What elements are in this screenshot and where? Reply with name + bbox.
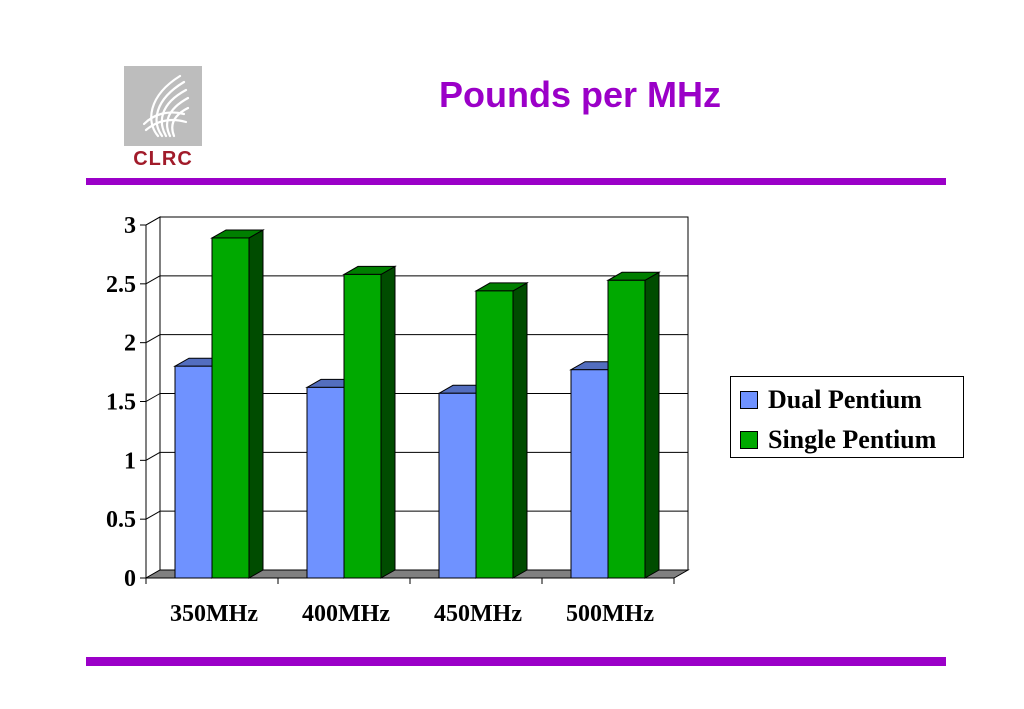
gridline-side <box>145 451 161 461</box>
logo-emblem <box>124 66 202 146</box>
y-tick-label: 2 <box>124 331 136 357</box>
bar-side <box>644 271 660 579</box>
legend-swatch-dual <box>740 391 758 409</box>
bar-single-500MHz <box>607 279 646 579</box>
y-axis: 0 0.5 1 1.5 2 2.5 3 <box>106 213 147 592</box>
gridline-side <box>145 393 161 402</box>
y-tick-label: 0 <box>124 566 136 592</box>
bars <box>173 229 661 579</box>
legend: Dual Pentium Single Pentium <box>730 376 964 458</box>
swirl-icon <box>142 74 190 138</box>
x-axis: 350MHz 400MHz 450MHz 500MHz <box>145 578 675 627</box>
legend-swatch-single <box>740 431 758 449</box>
x-tick-label: 400MHz <box>302 601 390 627</box>
y-tick-label: 1 <box>124 448 136 474</box>
bar-dual-500MHz <box>570 369 609 579</box>
clrc-logo: CLRC <box>122 64 204 170</box>
bar-side <box>248 229 264 579</box>
gridline-side <box>145 216 161 226</box>
legend-label-single: Single Pentium <box>768 425 937 454</box>
x-tick-label: 350MHz <box>170 601 258 627</box>
page-title: Pounds per MHz <box>438 74 721 115</box>
bar-dual-450MHz <box>438 392 477 579</box>
logo-wordmark: CLRC <box>133 148 193 170</box>
y-tick-label: 1.5 <box>106 390 136 416</box>
gridline-side <box>145 334 161 344</box>
bar-single-350MHz <box>211 237 250 579</box>
gridline-side <box>145 510 161 520</box>
gridline-side <box>145 275 161 285</box>
x-tick-label: 500MHz <box>566 601 654 627</box>
y-tick-label: 0.5 <box>106 507 136 533</box>
x-tick-label: 450MHz <box>434 601 522 627</box>
bar-dual-350MHz <box>174 365 213 579</box>
bar-single-400MHz <box>343 273 382 579</box>
top-divider <box>86 178 946 185</box>
bottom-divider <box>86 657 946 666</box>
bar-dual-400MHz <box>306 386 345 579</box>
legend-label-dual: Dual Pentium <box>768 385 922 414</box>
bar-single-450MHz <box>475 290 514 579</box>
bar-side <box>512 282 528 579</box>
y-tick-label: 2.5 <box>106 272 136 298</box>
bar-side <box>380 265 396 579</box>
y-tick-label: 3 <box>124 213 136 239</box>
